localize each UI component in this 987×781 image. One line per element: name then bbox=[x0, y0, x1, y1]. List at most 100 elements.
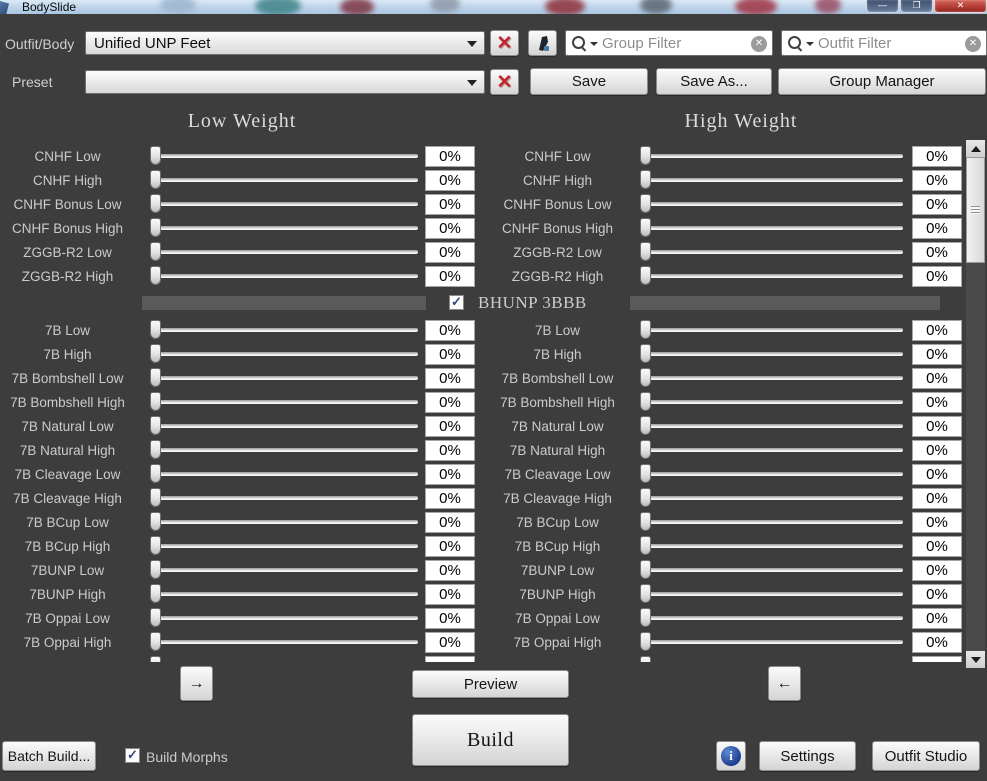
slider-thumb[interactable] bbox=[640, 266, 651, 285]
slider-thumb[interactable] bbox=[150, 170, 161, 189]
low-weight-slider[interactable] bbox=[150, 168, 420, 192]
slider-thumb[interactable] bbox=[640, 440, 651, 459]
slider-track[interactable] bbox=[152, 616, 418, 620]
high-weight-value[interactable] bbox=[912, 559, 962, 581]
maximize-button[interactable]: ❐ bbox=[900, 0, 933, 13]
slider-thumb[interactable] bbox=[150, 344, 161, 363]
slider-track[interactable] bbox=[642, 640, 903, 644]
slider-thumb[interactable] bbox=[150, 632, 161, 651]
slider-thumb[interactable] bbox=[150, 392, 161, 411]
outfit-studio-button[interactable]: Outfit Studio bbox=[872, 741, 980, 771]
high-weight-value[interactable] bbox=[912, 391, 962, 413]
slider-track[interactable] bbox=[152, 568, 418, 572]
slider-track[interactable] bbox=[642, 154, 903, 158]
high-weight-slider[interactable] bbox=[640, 168, 905, 192]
low-weight-slider[interactable] bbox=[150, 438, 420, 462]
minimize-button[interactable]: — bbox=[866, 0, 899, 13]
low-weight-slider[interactable] bbox=[150, 654, 420, 662]
preset-dropdown[interactable] bbox=[85, 70, 485, 94]
low-weight-value[interactable] bbox=[425, 463, 475, 485]
preview-button[interactable]: Preview bbox=[412, 670, 569, 698]
high-weight-slider[interactable] bbox=[640, 558, 905, 582]
slider-track[interactable] bbox=[152, 544, 418, 548]
slider-track[interactable] bbox=[152, 496, 418, 500]
high-weight-value[interactable] bbox=[912, 487, 962, 509]
low-weight-value[interactable] bbox=[425, 367, 475, 389]
high-weight-value[interactable] bbox=[912, 265, 962, 287]
high-weight-slider[interactable] bbox=[640, 486, 905, 510]
low-weight-value[interactable] bbox=[425, 439, 475, 461]
slider-track[interactable] bbox=[152, 376, 418, 380]
slider-thumb[interactable] bbox=[640, 344, 651, 363]
low-weight-value[interactable] bbox=[425, 145, 475, 167]
slider-thumb[interactable] bbox=[640, 632, 651, 651]
low-weight-value[interactable] bbox=[425, 241, 475, 263]
slider-thumb[interactable] bbox=[640, 416, 651, 435]
slider-track[interactable] bbox=[642, 352, 903, 356]
slider-thumb[interactable] bbox=[150, 320, 161, 339]
high-weight-value[interactable] bbox=[912, 631, 962, 653]
high-weight-slider[interactable] bbox=[640, 510, 905, 534]
high-weight-slider[interactable] bbox=[640, 606, 905, 630]
slider-thumb[interactable] bbox=[640, 584, 651, 603]
slider-track[interactable] bbox=[152, 226, 418, 230]
save-as-button[interactable]: Save As... bbox=[656, 68, 772, 95]
slider-thumb[interactable] bbox=[640, 194, 651, 213]
outfit-filter-searchbox[interactable]: ✕ bbox=[781, 30, 987, 56]
outfit-filter-input[interactable] bbox=[816, 33, 960, 53]
high-weight-value[interactable] bbox=[912, 169, 962, 191]
save-button[interactable]: Save bbox=[530, 68, 648, 95]
scrollbar-up-button[interactable] bbox=[966, 140, 985, 157]
slider-thumb[interactable] bbox=[150, 368, 161, 387]
slider-track[interactable] bbox=[152, 274, 418, 278]
high-weight-slider[interactable] bbox=[640, 462, 905, 486]
slider-thumb[interactable] bbox=[150, 464, 161, 483]
scrollbar-down-button[interactable] bbox=[966, 651, 985, 668]
slider-thumb[interactable] bbox=[640, 464, 651, 483]
delete-outfit-button[interactable]: ✕ bbox=[490, 30, 519, 56]
slider-track[interactable] bbox=[642, 496, 903, 500]
slider-thumb[interactable] bbox=[150, 440, 161, 459]
delete-preset-button[interactable]: ✕ bbox=[490, 69, 519, 95]
slider-track[interactable] bbox=[642, 448, 903, 452]
low-weight-value[interactable] bbox=[425, 655, 475, 662]
slider-track[interactable] bbox=[642, 568, 903, 572]
high-weight-value[interactable] bbox=[912, 367, 962, 389]
high-weight-value[interactable] bbox=[912, 655, 962, 662]
low-weight-slider[interactable] bbox=[150, 582, 420, 606]
slider-track[interactable] bbox=[642, 592, 903, 596]
vertical-scrollbar[interactable] bbox=[966, 140, 985, 668]
slider-track[interactable] bbox=[642, 520, 903, 524]
about-button[interactable]: i bbox=[716, 741, 746, 771]
low-weight-slider[interactable] bbox=[150, 264, 420, 288]
slider-track[interactable] bbox=[152, 328, 418, 332]
high-weight-slider[interactable] bbox=[640, 144, 905, 168]
clear-group-filter-icon[interactable]: ✕ bbox=[751, 36, 767, 52]
slider-track[interactable] bbox=[642, 202, 903, 206]
group-filter-input[interactable] bbox=[600, 33, 746, 53]
slider-thumb[interactable] bbox=[640, 656, 651, 662]
slider-thumb[interactable] bbox=[640, 218, 651, 237]
group-manager-button[interactable]: Group Manager bbox=[778, 68, 986, 95]
slider-thumb[interactable] bbox=[150, 536, 161, 555]
high-weight-slider[interactable] bbox=[640, 630, 905, 654]
high-weight-value[interactable] bbox=[912, 319, 962, 341]
scrollbar-thumb[interactable] bbox=[966, 157, 985, 263]
build-morphs-checkbox[interactable]: ✓ bbox=[125, 748, 140, 763]
high-weight-value[interactable] bbox=[912, 145, 962, 167]
low-weight-slider[interactable] bbox=[150, 630, 420, 654]
low-weight-slider[interactable] bbox=[150, 510, 420, 534]
slider-track[interactable] bbox=[152, 202, 418, 206]
slider-thumb[interactable] bbox=[640, 560, 651, 579]
low-weight-value[interactable] bbox=[425, 217, 475, 239]
slider-thumb[interactable] bbox=[150, 560, 161, 579]
close-button[interactable]: ✕ bbox=[934, 0, 987, 13]
low-weight-slider[interactable] bbox=[150, 534, 420, 558]
low-weight-slider[interactable] bbox=[150, 318, 420, 342]
low-weight-value[interactable] bbox=[425, 265, 475, 287]
low-weight-value[interactable] bbox=[425, 169, 475, 191]
slider-track[interactable] bbox=[152, 520, 418, 524]
slider-track[interactable] bbox=[152, 400, 418, 404]
low-weight-slider[interactable] bbox=[150, 558, 420, 582]
slider-track[interactable] bbox=[642, 328, 903, 332]
